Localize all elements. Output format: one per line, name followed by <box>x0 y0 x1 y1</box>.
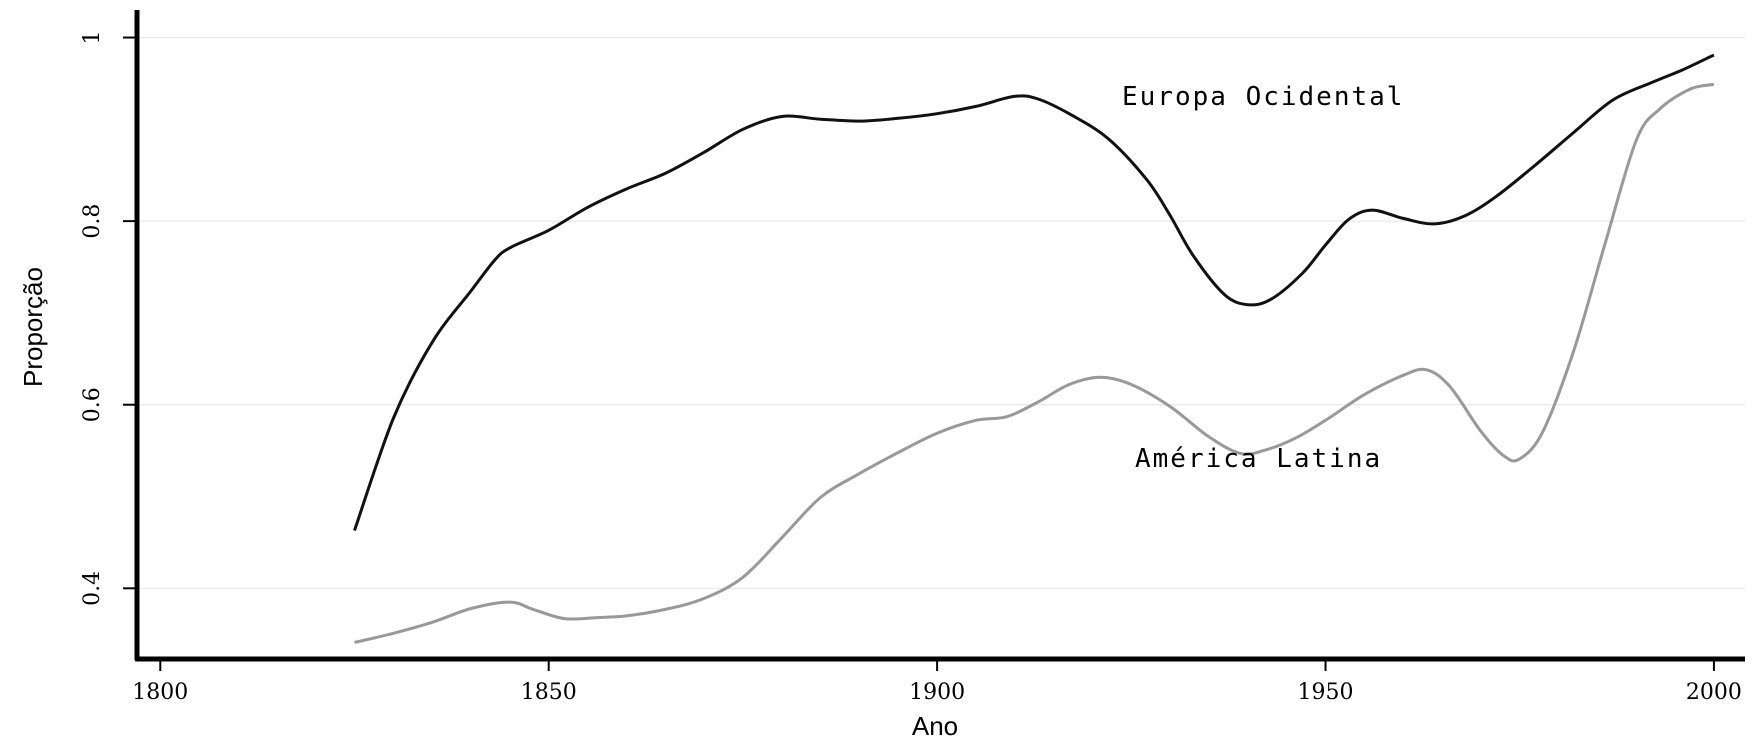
y-tick-label: 0.4 <box>80 571 105 606</box>
annotation-america-latina: América Latina <box>1135 444 1382 474</box>
series-line-europa-ocidental <box>353 53 1715 531</box>
axes <box>134 10 1745 662</box>
y-tick-label: 0.6 <box>80 387 105 422</box>
y-axis-title: Proporção <box>18 267 48 387</box>
x-tick-label: 1850 <box>521 680 577 705</box>
gridlines <box>137 37 1745 589</box>
ticks: 0.4 0.6 0.8 1 1800 1850 1900 1950 2000 <box>80 31 1742 705</box>
y-tick-label: 1 <box>80 31 105 45</box>
x-axis-title: Ano <box>912 711 958 739</box>
series-line-america-latina <box>354 82 1715 644</box>
x-tick-label: 1950 <box>1298 680 1354 705</box>
y-tick-label: 0.8 <box>80 204 105 239</box>
x-tick-label: 2000 <box>1686 680 1742 705</box>
series-lines <box>353 53 1715 644</box>
x-tick-label: 1800 <box>132 680 188 705</box>
annotation-europa-ocidental: Europa Ocidental <box>1122 82 1404 112</box>
x-tick-label: 1900 <box>909 680 965 705</box>
